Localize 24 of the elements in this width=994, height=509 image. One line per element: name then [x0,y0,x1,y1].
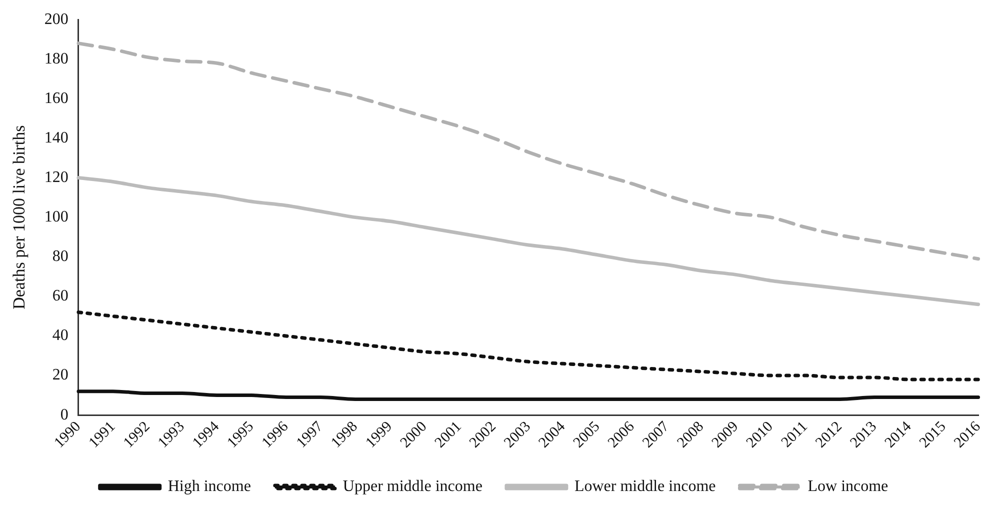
x-tick-label: 1999 [362,418,396,452]
legend-label: Lower middle income [574,478,716,496]
line-series [76,176,980,306]
legend-label: High income [168,478,251,496]
y-tick-label: 120 [44,168,68,186]
x-tick-label: 1992 [120,418,154,452]
y-tick-label: 40 [52,327,68,344]
line-series [76,310,980,382]
y-tick-label: 140 [44,129,68,146]
y-tick-label: 20 [52,366,68,384]
y-tick-label: 80 [52,248,68,266]
legend-label: Upper middle income [342,478,482,496]
y-tick-label: 160 [44,90,68,107]
y-axis-title: Deaths per 1000 live births [10,125,29,310]
line-series [76,390,980,401]
x-tick-label: 2011 [778,418,811,451]
y-tick-label: 180 [44,50,68,68]
legend-label: Low income [808,478,888,496]
y-tick-label: 60 [52,288,68,305]
x-tick-label: 1991 [86,418,119,452]
x-tick-label: 1993 [155,418,188,452]
line-series [76,42,980,261]
y-tick-label: 100 [44,208,68,226]
y-tick-label: 200 [44,10,68,28]
